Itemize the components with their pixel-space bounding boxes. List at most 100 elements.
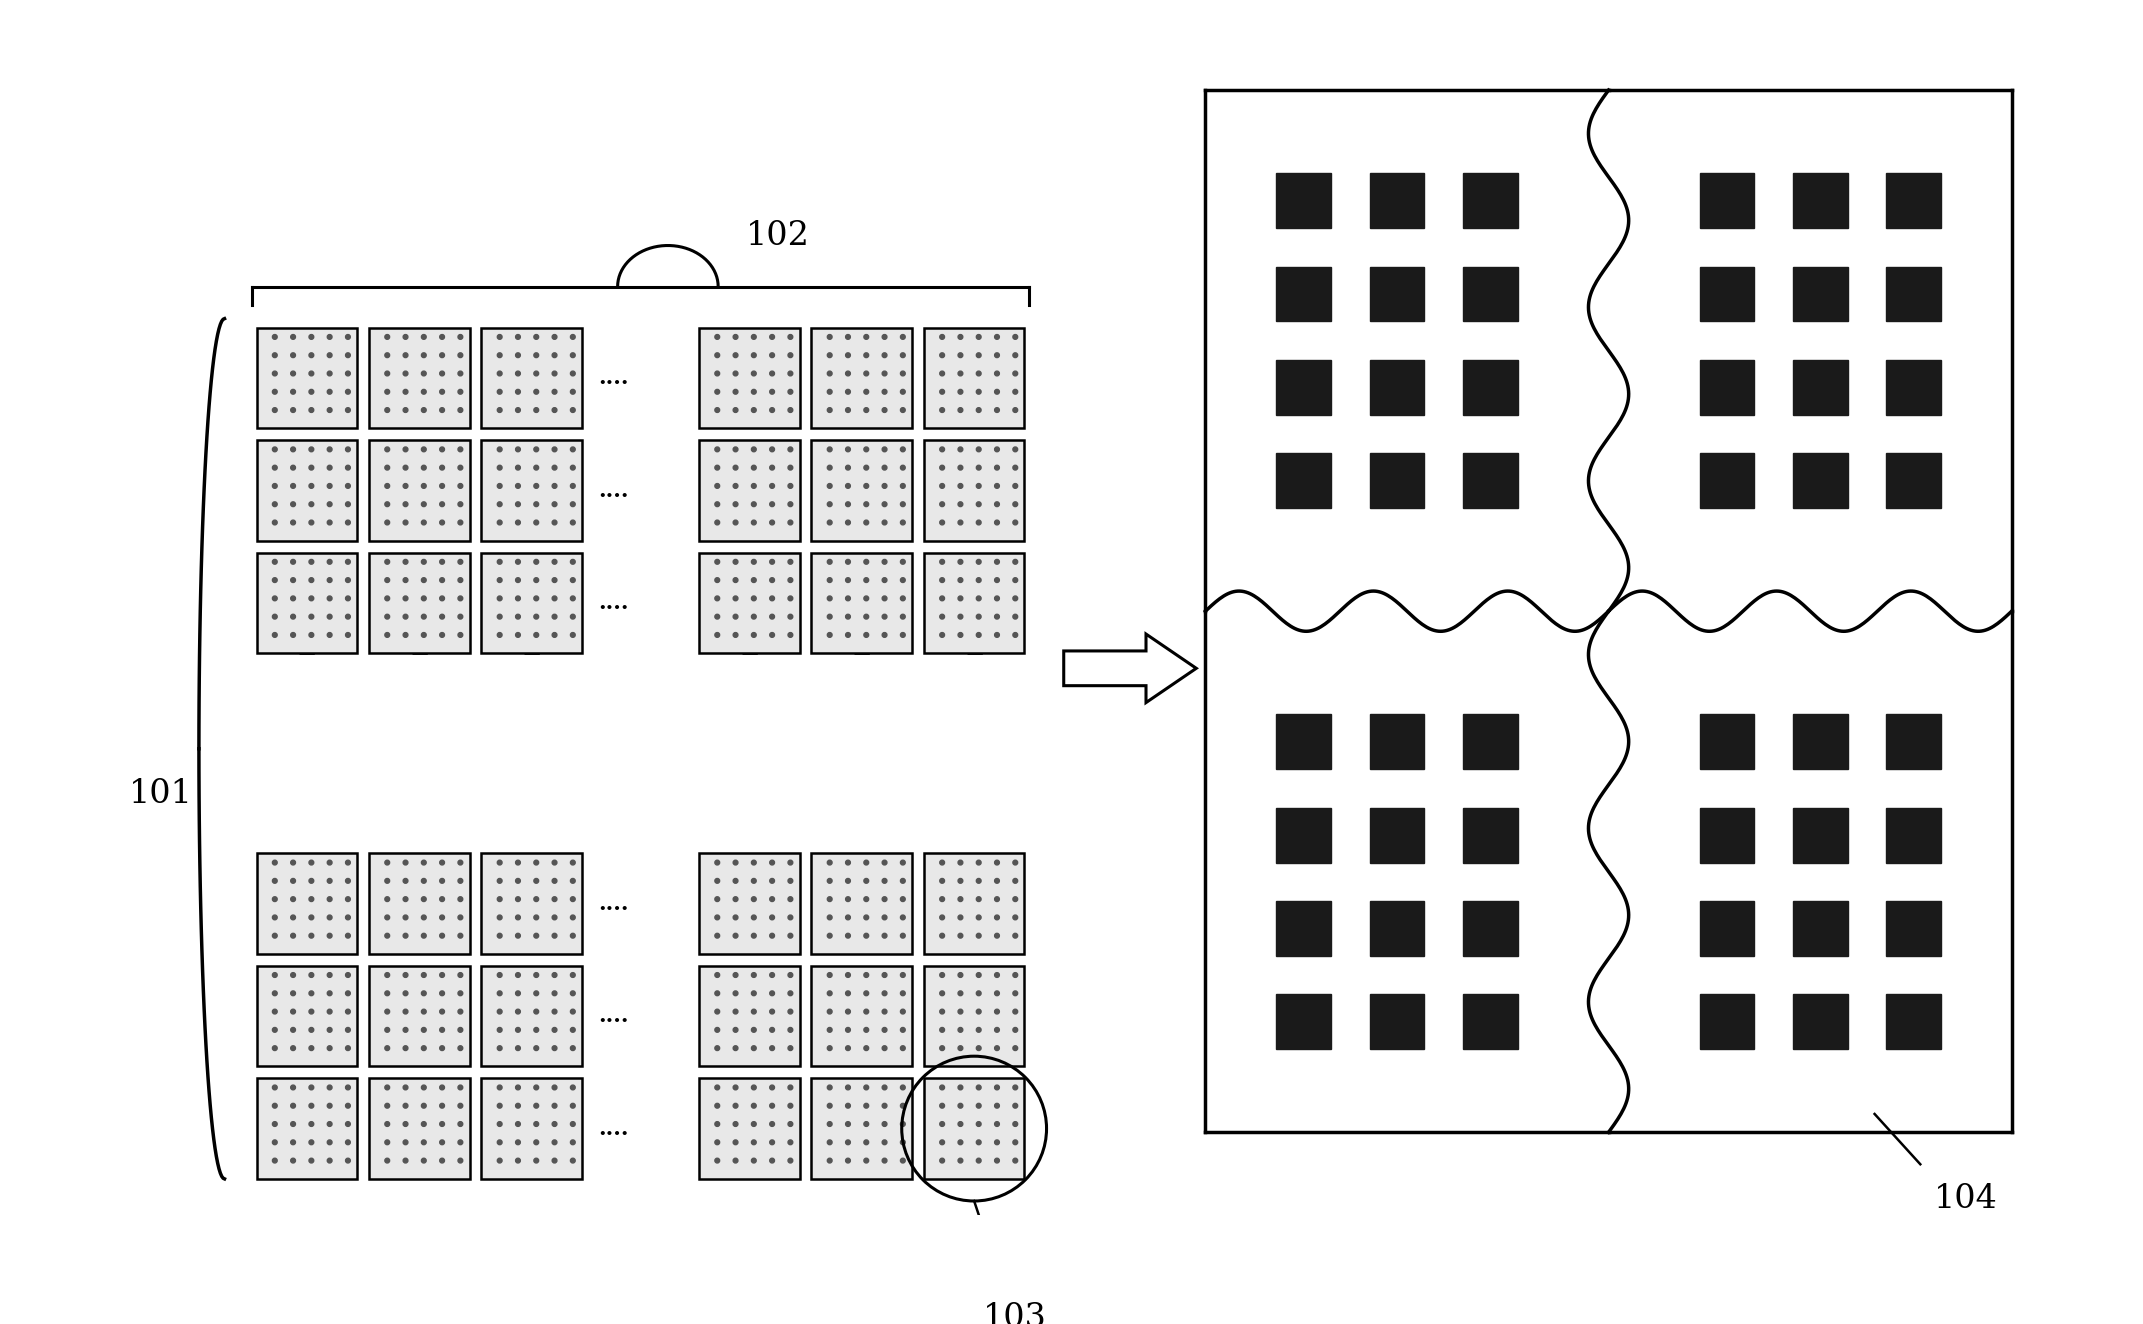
Circle shape — [846, 1046, 851, 1050]
Circle shape — [752, 614, 756, 620]
Circle shape — [328, 633, 332, 637]
Circle shape — [883, 408, 887, 413]
Circle shape — [459, 915, 463, 920]
Circle shape — [553, 596, 557, 601]
Circle shape — [570, 560, 574, 564]
Bar — [1277, 453, 1331, 508]
Circle shape — [459, 483, 463, 489]
Bar — [369, 552, 469, 653]
Circle shape — [958, 879, 962, 883]
Circle shape — [789, 633, 793, 637]
Circle shape — [345, 1140, 349, 1145]
Circle shape — [827, 915, 831, 920]
Circle shape — [994, 1158, 999, 1162]
Bar — [699, 552, 799, 653]
Circle shape — [941, 633, 945, 637]
Circle shape — [291, 371, 296, 376]
Circle shape — [439, 352, 444, 357]
Circle shape — [516, 933, 521, 939]
Circle shape — [827, 1103, 831, 1108]
Circle shape — [309, 448, 313, 451]
Circle shape — [459, 352, 463, 357]
Circle shape — [309, 389, 313, 395]
Circle shape — [769, 502, 774, 507]
Circle shape — [789, 371, 793, 376]
Bar — [257, 328, 358, 429]
Circle shape — [994, 861, 999, 865]
Circle shape — [1014, 1086, 1018, 1090]
Circle shape — [534, 861, 538, 865]
Bar — [1204, 612, 1609, 1132]
Circle shape — [769, 389, 774, 395]
Circle shape — [900, 633, 904, 637]
Circle shape — [716, 896, 720, 902]
Circle shape — [1014, 577, 1018, 583]
Circle shape — [994, 520, 999, 524]
Circle shape — [900, 915, 904, 920]
Circle shape — [272, 879, 276, 883]
Text: 103: 103 — [984, 1301, 1048, 1324]
Circle shape — [1014, 1158, 1018, 1162]
Circle shape — [846, 879, 851, 883]
Text: ....: .... — [598, 1005, 628, 1027]
Circle shape — [497, 1009, 501, 1014]
Circle shape — [733, 502, 737, 507]
Circle shape — [769, 408, 774, 413]
Circle shape — [864, 1086, 868, 1090]
Circle shape — [716, 352, 720, 357]
Circle shape — [497, 861, 501, 865]
Circle shape — [553, 335, 557, 339]
Circle shape — [769, 1027, 774, 1033]
Circle shape — [422, 483, 426, 489]
Circle shape — [516, 1103, 521, 1108]
Circle shape — [769, 465, 774, 470]
Circle shape — [716, 1103, 720, 1108]
Circle shape — [345, 861, 349, 865]
Bar — [1794, 900, 1847, 956]
Bar — [1464, 453, 1517, 508]
Circle shape — [900, 502, 904, 507]
Circle shape — [516, 389, 521, 395]
Bar — [482, 328, 583, 429]
Circle shape — [309, 915, 313, 920]
Bar — [1699, 994, 1755, 1049]
Text: ⋮: ⋮ — [739, 625, 759, 657]
Circle shape — [328, 879, 332, 883]
Circle shape — [752, 335, 756, 339]
Circle shape — [864, 465, 868, 470]
Circle shape — [846, 1121, 851, 1127]
Circle shape — [977, 448, 981, 451]
Circle shape — [941, 1121, 945, 1127]
Circle shape — [716, 577, 720, 583]
Circle shape — [439, 389, 444, 395]
Circle shape — [534, 1121, 538, 1127]
Circle shape — [1014, 633, 1018, 637]
Circle shape — [769, 577, 774, 583]
Bar — [482, 854, 583, 955]
Bar — [924, 328, 1024, 429]
Circle shape — [439, 577, 444, 583]
Circle shape — [516, 861, 521, 865]
Bar — [1277, 900, 1331, 956]
Circle shape — [345, 1103, 349, 1108]
Circle shape — [422, 879, 426, 883]
Circle shape — [516, 1140, 521, 1145]
Circle shape — [386, 389, 390, 395]
Circle shape — [977, 408, 981, 413]
Circle shape — [272, 1027, 276, 1033]
Circle shape — [864, 1140, 868, 1145]
Circle shape — [958, 371, 962, 376]
Circle shape — [977, 633, 981, 637]
Bar — [1277, 360, 1331, 414]
Circle shape — [733, 1009, 737, 1014]
Circle shape — [883, 896, 887, 902]
Circle shape — [769, 1086, 774, 1090]
Circle shape — [789, 596, 793, 601]
Circle shape — [977, 520, 981, 524]
Circle shape — [900, 335, 904, 339]
Circle shape — [883, 577, 887, 583]
Circle shape — [459, 577, 463, 583]
Circle shape — [733, 915, 737, 920]
Circle shape — [1014, 408, 1018, 413]
Bar — [1369, 994, 1425, 1049]
